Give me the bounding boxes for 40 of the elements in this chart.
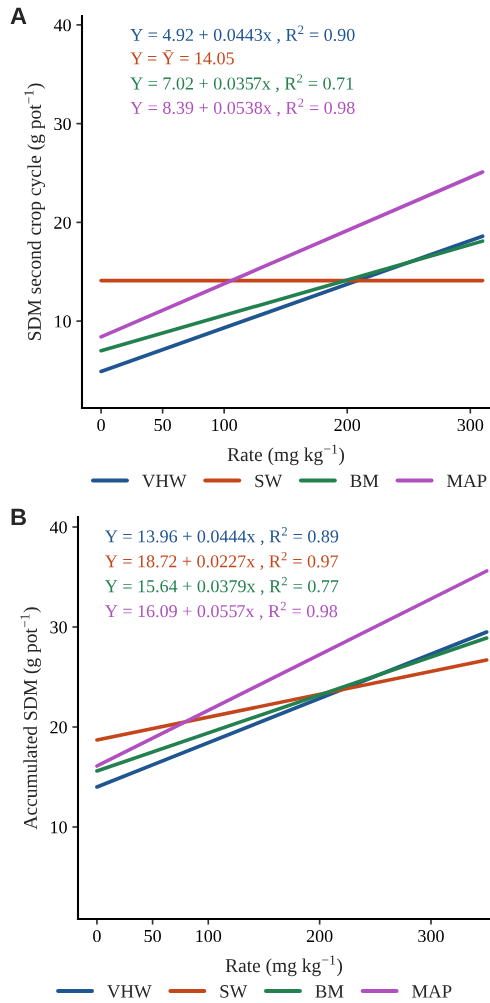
x-tick-label: 100 (196, 929, 222, 943)
y-tick-label: 40 (49, 521, 67, 534)
y-tick-label: 20 (54, 216, 71, 229)
legend-label: VHW (142, 474, 187, 488)
legend-label: BM (350, 474, 379, 488)
y-tick-label: 10 (51, 821, 67, 834)
annotation: Y = 13.96 + 0.0444x , R$^{2}$ = 0.89 (104, 527, 339, 546)
x-tick-label: 200 (334, 418, 361, 432)
x-axis-title: Rate (mg kg$^{−1}$) (225, 955, 343, 977)
annotation: Y = 8.39 + 0.0538x , R$^{2}$ = 0.98 (130, 98, 355, 117)
y-tick-label: 10 (55, 315, 71, 328)
x-tick-label: 50 (154, 418, 171, 432)
annotation: Y = 4.92 + 0.0443x , R$^{2}$ = 0.90 (130, 25, 355, 44)
annotation: Y = 7.02 + 0.0357x , R$^{2}$ = 0.71 (130, 74, 354, 93)
legend-label: VHW (107, 985, 152, 998)
chart-title: B (11, 508, 26, 526)
annotation: Y = 18.72 + 0.0227x , R$^{2}$ = 0.97 (104, 551, 339, 571)
y-tick-label: 30 (50, 621, 67, 634)
x-axis-title: Rate (mg kg$^{−1}$) (227, 444, 345, 466)
legend-label: SW (255, 474, 283, 488)
annotation: Y = 16.09 + 0.0557x , R$^{2}$ = 0.98 (104, 601, 338, 620)
x-tick-label: 50 (144, 929, 161, 943)
x-tick-label: 0 (97, 418, 105, 432)
y-tick-label: 40 (53, 19, 71, 32)
x-tick-label: 0 (93, 929, 101, 943)
legend-label: MAP (446, 474, 487, 488)
annotation: Y = Ȳ = 14.05 (130, 50, 234, 65)
y-tick-label: 30 (54, 117, 71, 131)
x-tick-label: 300 (418, 929, 444, 943)
x-tick-label: 300 (457, 418, 484, 432)
legend-label: MAP (412, 985, 452, 998)
y-axis-title: Accumulated SDM (g pot$^{−1}$) (20, 607, 42, 830)
legend-label: SW (220, 985, 248, 998)
x-tick-label: 200 (306, 929, 333, 943)
annotation: Y = 15.64 + 0.0379x , R$^{2}$ = 0.77 (104, 576, 339, 595)
x-tick-label: 100 (212, 418, 238, 432)
y-tick-label: 20 (50, 721, 67, 734)
y-axis-title: SDM second crop cycle (g pot$^{−1}$) (24, 83, 46, 341)
chart-title: A (10, 7, 27, 25)
legend-label: BM (315, 985, 344, 998)
